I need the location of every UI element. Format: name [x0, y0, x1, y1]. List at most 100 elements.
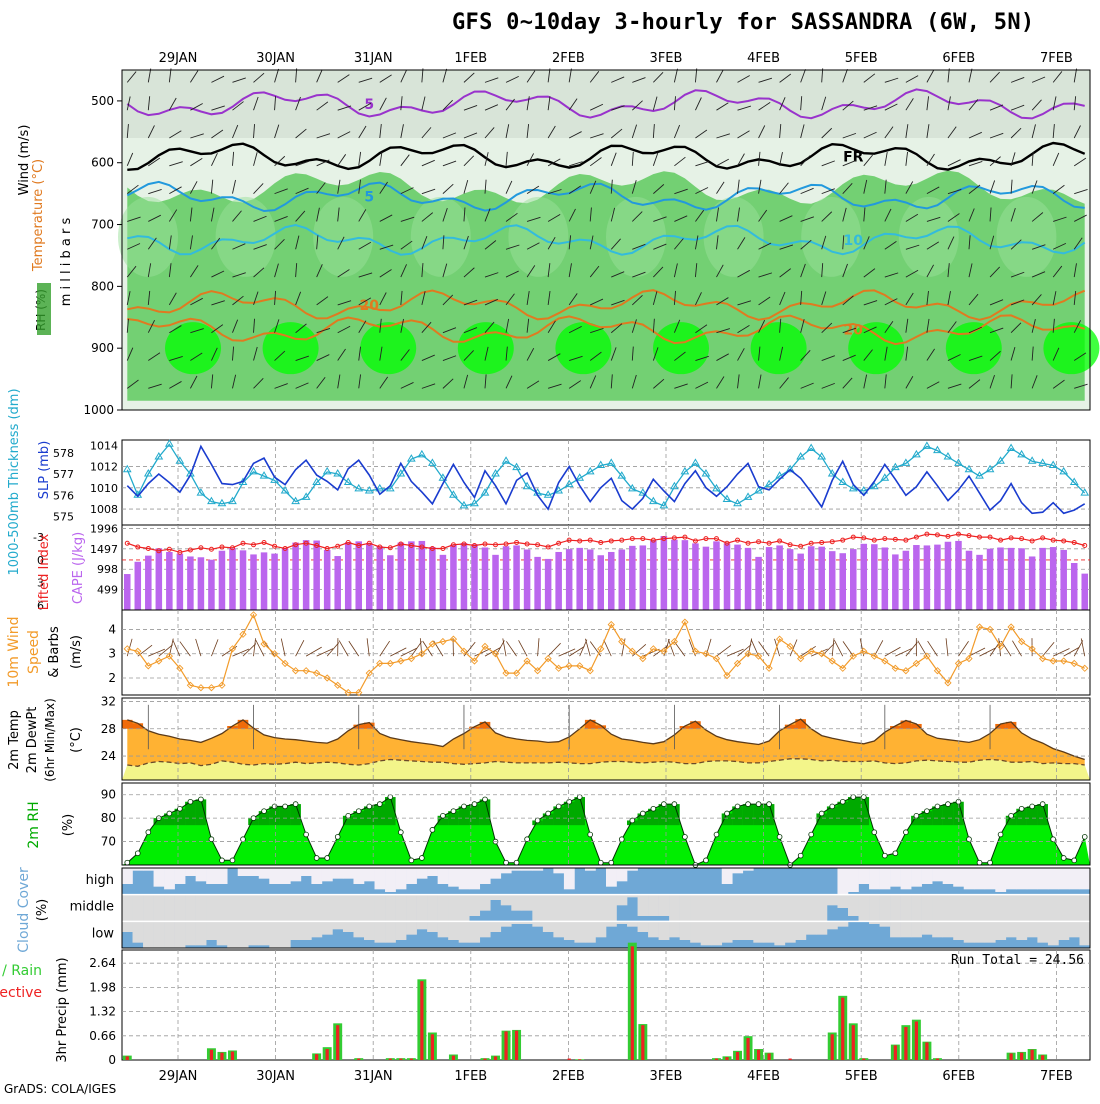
cloud-cell — [459, 895, 470, 922]
cape-bar — [745, 548, 752, 610]
data-point — [840, 799, 845, 804]
y-tick-label: 1010 — [90, 482, 118, 495]
convective-bar — [504, 1031, 507, 1060]
cloud-cell — [206, 895, 217, 922]
cape-bar — [408, 541, 415, 610]
cape-bar — [692, 543, 699, 610]
data-point — [913, 451, 920, 457]
cloud-cell — [1016, 921, 1027, 940]
cape-bar — [282, 548, 289, 610]
cloud-cell — [743, 921, 754, 940]
cloud-cell — [175, 868, 186, 884]
data-point — [925, 809, 930, 814]
cloud-cell — [343, 895, 354, 922]
cloud-cell — [490, 921, 501, 932]
cloud-cell — [417, 921, 428, 929]
cloud-cell — [438, 868, 449, 884]
cloud-cell — [869, 868, 880, 889]
cloud-cell — [154, 921, 165, 948]
data-point — [882, 853, 887, 858]
cloud-cell — [985, 895, 996, 922]
cape-bar — [471, 544, 478, 610]
cloud-cell — [701, 921, 712, 945]
cape-bar — [219, 551, 226, 610]
convective-bar — [841, 998, 844, 1060]
data-point — [861, 795, 866, 800]
cloud-cell — [1027, 895, 1038, 922]
y-axis-label: & Barbs — [47, 626, 62, 678]
cloud-cell — [448, 921, 459, 940]
cloud-cell — [774, 921, 785, 945]
cloud-cell — [353, 895, 364, 922]
series-slp — [127, 446, 1084, 513]
data-point — [1008, 445, 1015, 451]
convective-bar — [315, 1054, 318, 1060]
cloud-cell — [922, 868, 933, 884]
convective-bar — [1031, 1050, 1034, 1060]
data-point — [125, 860, 130, 865]
data-point — [756, 802, 761, 807]
cloud-cell — [606, 895, 617, 922]
cape-bar — [787, 549, 794, 610]
y-axis-label: m i l l i b a r s — [59, 218, 74, 307]
y-tick-label: 600 — [91, 156, 114, 170]
data-point — [619, 837, 624, 842]
wind-barb — [548, 643, 560, 656]
rh-legend-swatch — [37, 283, 51, 335]
data-point — [661, 802, 666, 807]
date-label-bottom: 30JAN — [256, 1069, 295, 1084]
cloud-cell — [764, 895, 775, 922]
data-point — [325, 856, 330, 861]
data-point — [872, 830, 877, 835]
date-label-top: 31JAN — [354, 51, 393, 66]
cloud-cell — [469, 921, 480, 942]
cloud-cell — [217, 868, 228, 884]
data-point — [398, 830, 403, 835]
cape-bar — [808, 546, 815, 610]
precip-legend-convective: Convective — [0, 985, 42, 1001]
data-point — [914, 813, 919, 818]
rh-peak — [743, 804, 754, 825]
cloud-cell — [1006, 921, 1017, 937]
cloud-cell — [932, 895, 943, 922]
cloud-cell — [490, 868, 501, 879]
cloud-cell — [859, 868, 870, 884]
cloud-cell — [385, 895, 396, 922]
cape-bar — [313, 541, 320, 610]
cloud-cell — [922, 921, 933, 934]
rh-peak — [659, 804, 670, 825]
cape-bar — [913, 545, 920, 610]
cloud-cell — [943, 868, 954, 884]
cloud-cell — [364, 921, 375, 940]
cloud-cell — [185, 895, 196, 922]
cloud-cell — [743, 895, 754, 922]
cape-bar — [818, 547, 825, 610]
y-tick-label: 90 — [101, 788, 116, 802]
cloud-cell — [375, 868, 386, 889]
cape-bar — [797, 554, 804, 610]
data-point — [199, 797, 204, 802]
cloud-cell — [280, 895, 291, 922]
cloud-row-label: middle — [70, 900, 114, 915]
y-axis-label: 2m Temp — [7, 710, 22, 770]
cape-bar — [377, 546, 384, 610]
date-label-bottom: 6FEB — [942, 1069, 975, 1084]
convective-bar — [631, 946, 634, 1060]
convective-bar — [1020, 1053, 1023, 1060]
cloud-cell — [880, 868, 891, 889]
data-point — [640, 811, 645, 816]
cloud-cell — [1048, 895, 1059, 922]
cloud-cell — [364, 868, 375, 881]
cape-bar — [713, 541, 720, 610]
cape-bar — [882, 547, 889, 610]
data-point — [346, 813, 351, 818]
cape-bar — [839, 553, 846, 610]
cape-bar — [829, 551, 836, 610]
cloud-cell — [764, 921, 775, 942]
cloud-cell — [1069, 895, 1080, 922]
convective-bar — [568, 1059, 571, 1060]
cloud-cell — [164, 921, 175, 948]
cloud-cell — [880, 895, 891, 922]
cloud-cell — [301, 868, 312, 876]
cloud-cell — [785, 921, 796, 942]
